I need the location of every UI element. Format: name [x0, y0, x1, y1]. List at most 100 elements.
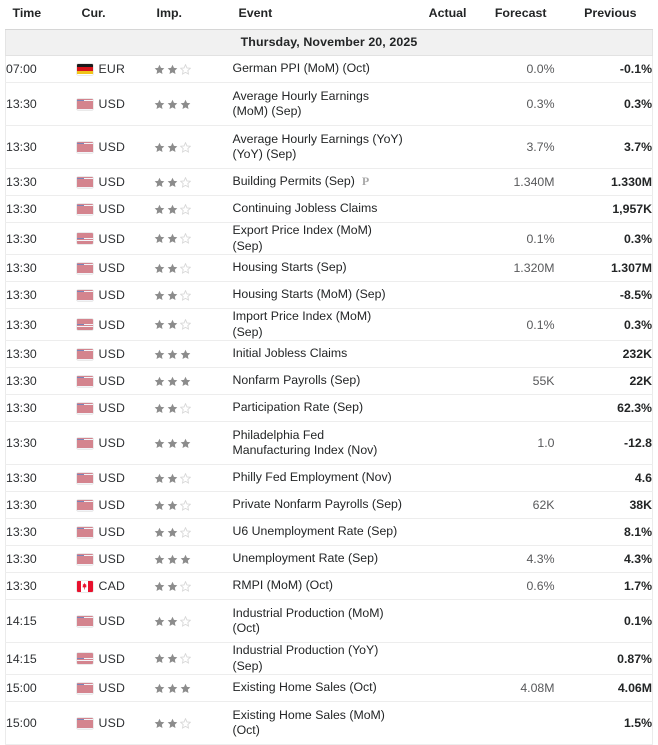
currency-code: CAD: [98, 579, 126, 593]
table-row[interactable]: 15:00 USD Existing Home Sales (MoM) (Oct) 1…: [5, 701, 653, 745]
event-name[interactable]: Housing Starts (MoM) (Sep): [232, 287, 386, 302]
table-row[interactable]: 07:00 EUR German PPI (MoM) (Oct) 0.0% -0.1%: [5, 55, 653, 83]
event-cell: Industrial Production (YoY) (Sep): [232, 642, 405, 675]
event-name[interactable]: Philly Fed Employment (Nov): [232, 470, 392, 485]
table-row[interactable]: 13:30 USD Import Price Index (MoM) (Sep) 0.…: [5, 308, 653, 341]
event-name[interactable]: Industrial Production (MoM) (Oct): [232, 605, 384, 636]
event-cell: Philadelphia Fed Manufacturing Index (No…: [232, 421, 405, 465]
event-name[interactable]: Average Hourly Earnings (MoM) (Sep): [232, 88, 369, 119]
table-row[interactable]: 13:30 USD Average Hourly Earnings (YoY) (Y…: [5, 125, 653, 169]
table-row[interactable]: 13:30 USD Export Price Index (MoM) (Sep) 0.…: [5, 222, 653, 255]
column-header-impact[interactable]: Imp.: [153, 0, 233, 30]
event-name[interactable]: Existing Home Sales (MoM) (Oct): [232, 707, 385, 738]
event-name[interactable]: Building Permits (Sep): [232, 174, 355, 189]
event-name[interactable]: Private Nonfarm Payrolls (Sep): [232, 497, 402, 512]
star-filled-icon: [167, 64, 177, 74]
event-currency: USD: [76, 367, 154, 395]
currency-code: USD: [98, 317, 126, 332]
event-name[interactable]: Participation Rate (Sep): [232, 400, 364, 415]
table-row[interactable]: 13:30 USD Average Hourly Earnings (MoM) (S…: [5, 82, 653, 126]
event-name[interactable]: Import Price Index (MoM) (Sep): [232, 309, 372, 339]
table-row[interactable]: 13:30 USD Unemployment Rate (Sep) 4.3% 4.3%: [5, 545, 653, 573]
impact-rating: [154, 683, 233, 694]
event-currency: USD: [76, 281, 154, 309]
event-name[interactable]: Housing Starts (Sep): [232, 260, 347, 275]
event-time: 13:30: [5, 195, 77, 223]
event-actual: [404, 599, 471, 643]
star-filled-icon: [167, 290, 177, 300]
impact-rating: [154, 615, 233, 627]
event-name[interactable]: U6 Unemployment Rate (Sep): [232, 524, 398, 539]
event-name[interactable]: Initial Jobless Claims: [232, 346, 348, 361]
column-header-forecast[interactable]: Forecast: [470, 0, 555, 30]
table-row[interactable]: 13:30 USD Private Nonfarm Payrolls (Sep) 62…: [5, 491, 653, 519]
event-name[interactable]: Philadelphia Fed Manufacturing Index (No…: [232, 427, 378, 458]
event-name[interactable]: Unemployment Rate (Sep): [232, 551, 379, 566]
event-actual: [404, 701, 471, 745]
event-currency: USD: [76, 394, 154, 422]
star-empty-icon: [179, 402, 191, 414]
event-cell: Initial Jobless Claims: [232, 340, 405, 368]
event-impact: [153, 308, 233, 341]
table-row[interactable]: 15:00 USD Existing Home Sales (Oct) 4.08M 4.…: [5, 674, 653, 702]
event-previous: 38K: [554, 491, 653, 519]
table-row[interactable]: 13:30 USD Participation Rate (Sep) 62.3%: [5, 394, 653, 422]
event-name[interactable]: Average Hourly Earnings (YoY) (YoY) (Sep…: [232, 131, 403, 162]
impact-rating: [154, 438, 233, 449]
star-empty-icon: [179, 580, 191, 592]
event-name[interactable]: Export Price Index (MoM) (Sep): [232, 223, 372, 253]
event-impact: [153, 340, 233, 368]
table-row[interactable]: 13:30 USD Nonfarm Payrolls (Sep) 55K 22K: [5, 367, 653, 395]
event-name[interactable]: Continuing Jobless Claims: [232, 201, 378, 216]
event-name[interactable]: Nonfarm Payrolls (Sep): [232, 373, 361, 388]
event-forecast: [470, 340, 555, 368]
column-header-time[interactable]: Time: [5, 0, 77, 30]
star-filled-icon: [167, 177, 177, 187]
event-forecast: [470, 394, 555, 422]
impact-rating: [154, 472, 233, 484]
table-row[interactable]: 13:30 CAD RMPI (MoM) (Oct) 0.6% 1.7%: [5, 572, 653, 600]
column-header-event[interactable]: Event: [232, 0, 405, 30]
event-name[interactable]: Existing Home Sales (Oct): [232, 680, 377, 695]
currency-code: USD: [98, 202, 126, 216]
impact-rating: [154, 526, 233, 538]
event-impact: [153, 394, 233, 422]
table-row[interactable]: 13:30 USD Housing Starts (MoM) (Sep) -8.5%: [5, 281, 653, 309]
star-empty-icon: [179, 717, 191, 729]
event-forecast: [470, 281, 555, 309]
event-impact: [153, 674, 233, 702]
column-header-previous[interactable]: Previous: [554, 0, 653, 30]
us-flag-icon: [76, 682, 93, 694]
event-name[interactable]: German PPI (MoM) (Oct): [232, 61, 370, 76]
event-actual: [404, 518, 471, 546]
event-forecast: 62K: [470, 491, 555, 519]
column-header-actual[interactable]: Actual: [404, 0, 471, 30]
table-row[interactable]: 13:30 USD Building Permits (Sep) P 1.340M 1.3…: [5, 168, 653, 196]
us-flag-icon: [76, 233, 93, 244]
table-row[interactable]: 13:30 USD Philly Fed Employment (Nov) 4.6: [5, 464, 653, 492]
impact-rating: [154, 319, 233, 330]
ca-flag-icon: [76, 580, 93, 592]
star-filled-icon: [180, 438, 190, 448]
table-row[interactable]: 13:30 USD Initial Jobless Claims 232K: [5, 340, 653, 368]
event-forecast: 0.1%: [470, 308, 555, 341]
column-header-currency[interactable]: Cur.: [76, 0, 154, 30]
star-filled-icon: [154, 438, 164, 448]
table-row[interactable]: 13:30 USD Housing Starts (Sep) 1.320M 1.307M: [5, 254, 653, 282]
table-row[interactable]: 13:30 USD Continuing Jobless Claims 1,957K: [5, 195, 653, 223]
event-previous: 0.3%: [554, 222, 653, 255]
event-currency: USD: [76, 254, 154, 282]
star-empty-icon: [179, 203, 191, 215]
event-actual: [404, 222, 471, 255]
event-actual: [404, 642, 471, 675]
table-row[interactable]: 14:15 USD Industrial Production (MoM) (Oct…: [5, 599, 653, 643]
impact-rating: [154, 99, 233, 110]
event-name[interactable]: Industrial Production (YoY) (Sep): [232, 643, 379, 673]
table-row[interactable]: 13:30 USD U6 Unemployment Rate (Sep) 8.1%: [5, 518, 653, 546]
event-previous: 1,957K: [554, 195, 653, 223]
impact-rating: [154, 203, 233, 215]
table-row[interactable]: 13:30 USD Philadelphia Fed Manufacturing I…: [5, 421, 653, 465]
event-name[interactable]: RMPI (MoM) (Oct): [232, 578, 333, 593]
table-row[interactable]: 14:15 USD Industrial Production (YoY) (Sep…: [5, 642, 653, 675]
event-cell: Philly Fed Employment (Nov): [232, 464, 405, 492]
